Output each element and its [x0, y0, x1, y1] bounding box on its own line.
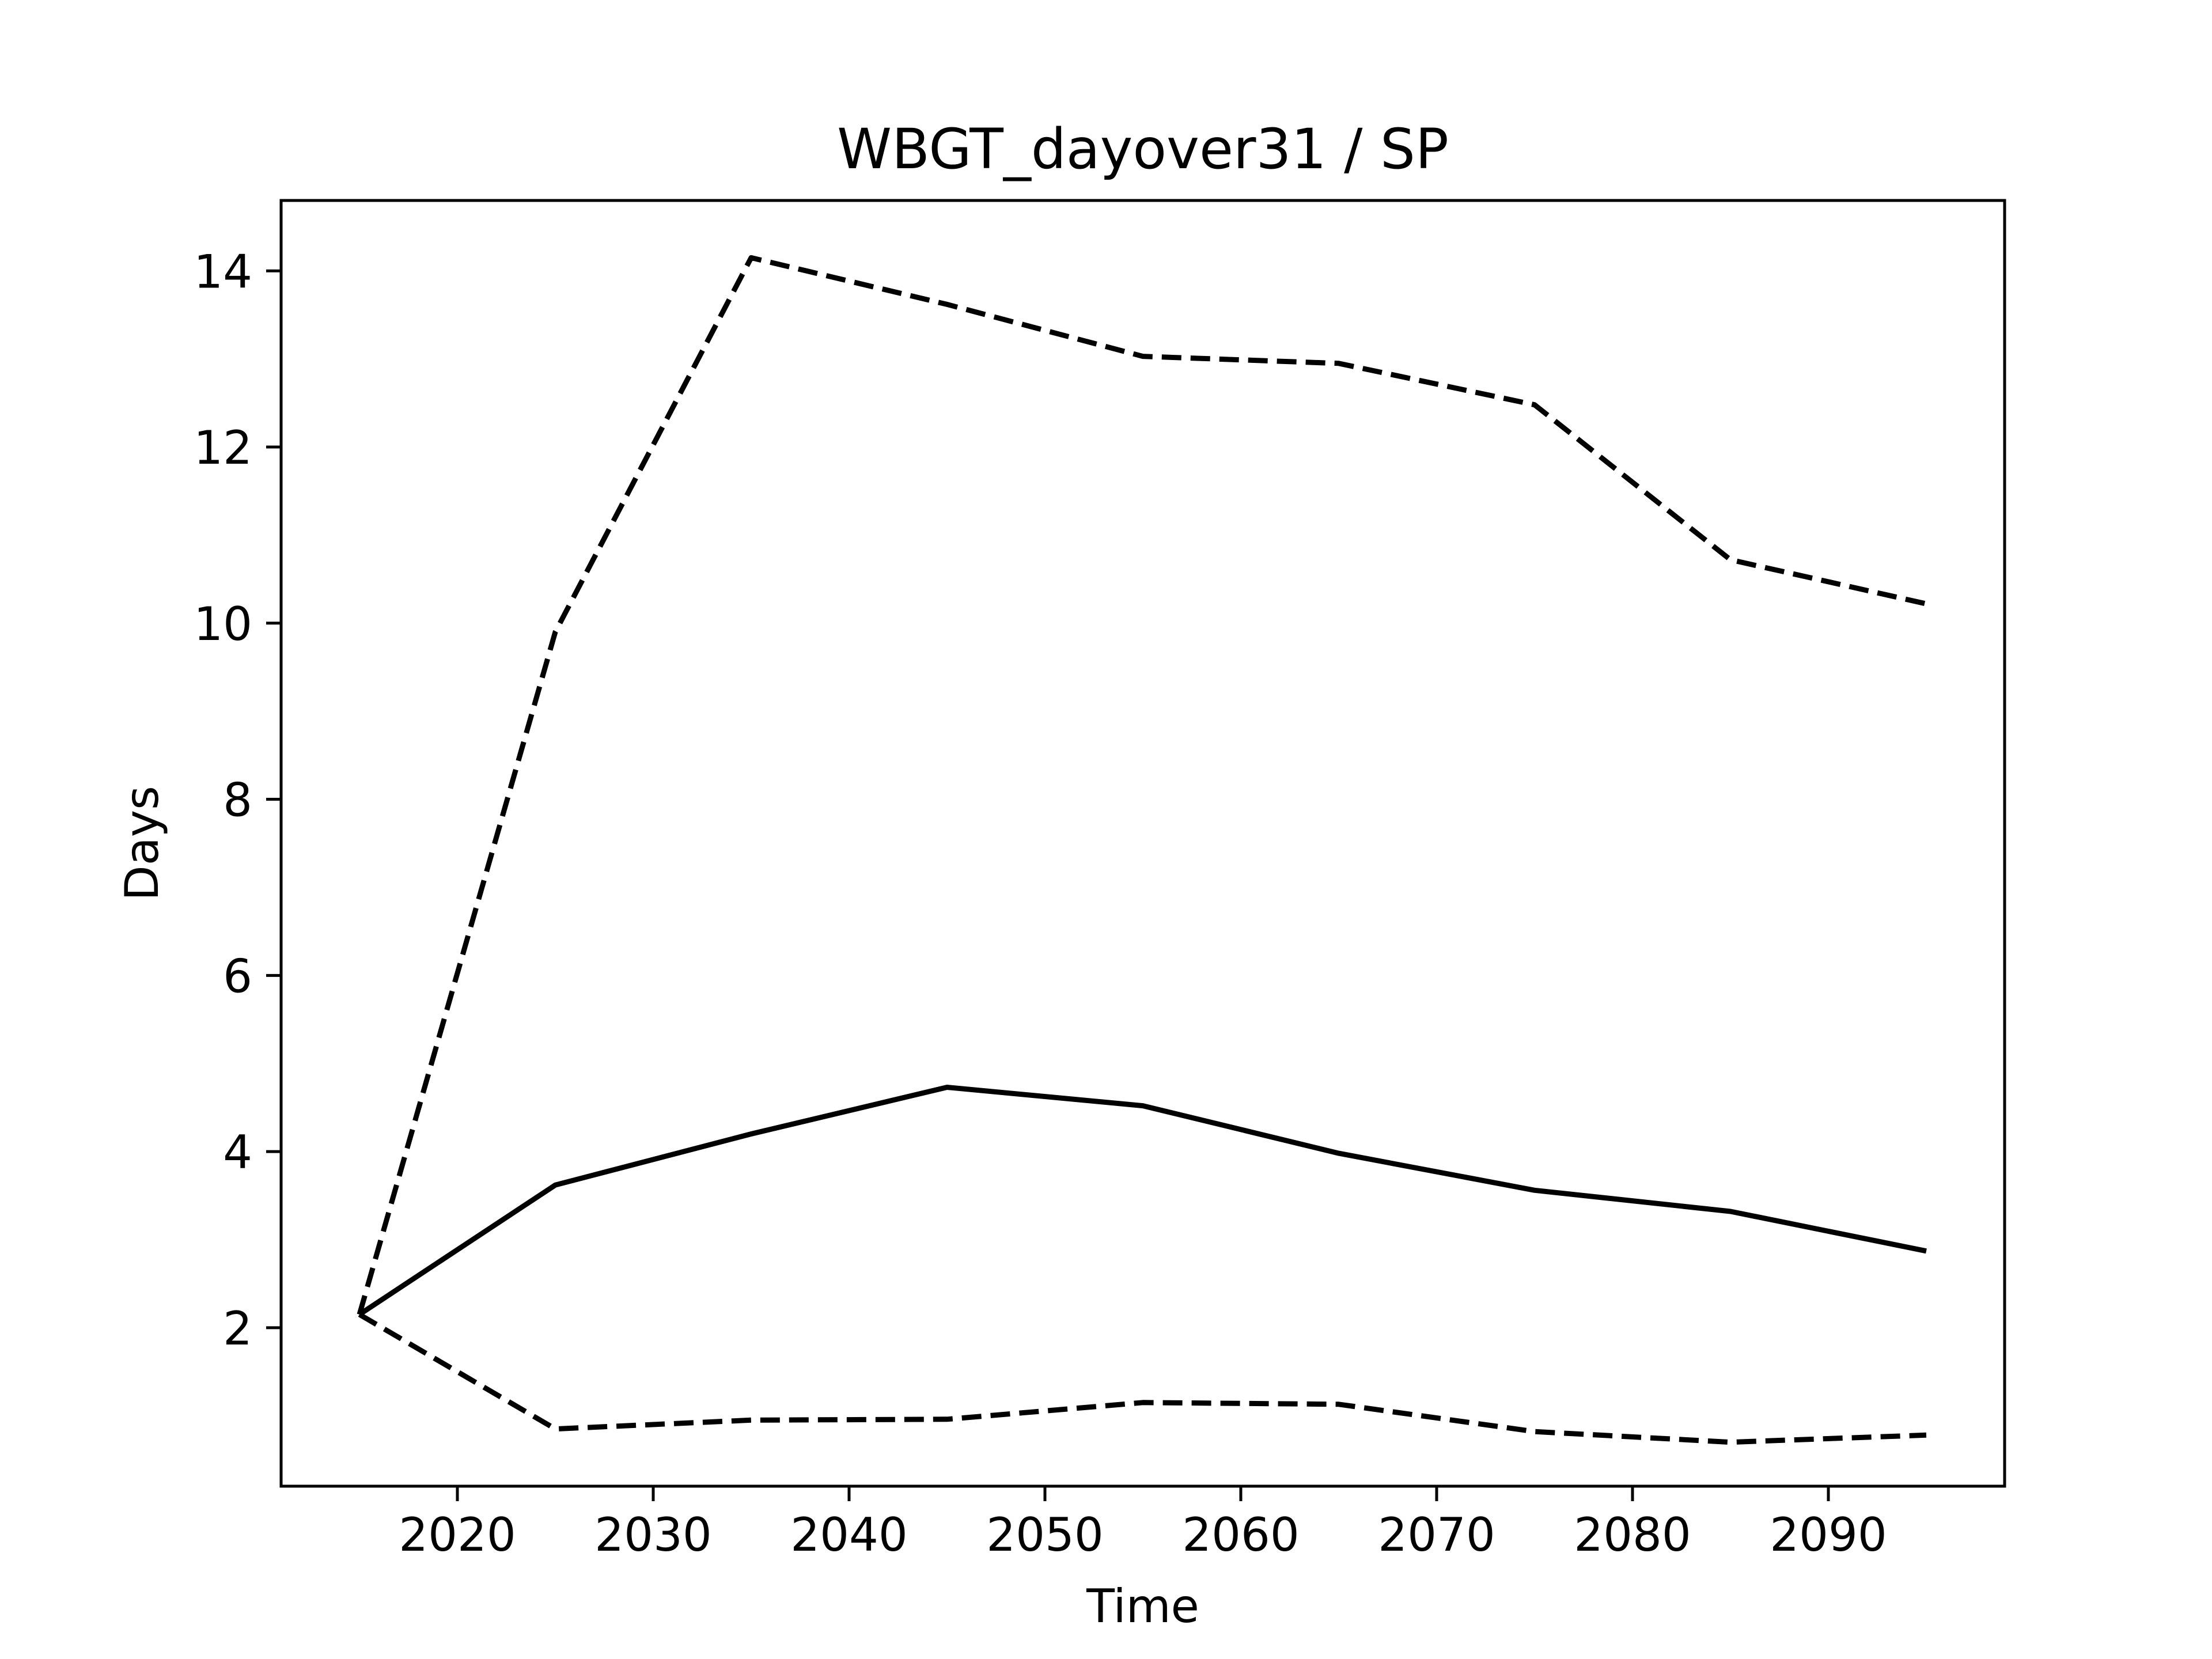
y-tick-label: 14: [194, 245, 252, 298]
x-axis-ticks: 2020 2030 2040 2050 2060 2070 2080 2090: [399, 1486, 1887, 1562]
x-tick-label: 2020: [399, 1508, 516, 1562]
y-tick-label: 2: [223, 1302, 252, 1355]
x-tick-label: 2090: [1770, 1508, 1887, 1562]
y-tick-label: 8: [223, 774, 252, 827]
series-median-line: [358, 1085, 1927, 1317]
y-axis-label: Days: [115, 786, 169, 901]
y-tick-label: 10: [194, 597, 252, 651]
chart-title: WBGT_dayover31 / SP: [837, 117, 1449, 181]
x-tick-label: 2050: [986, 1508, 1104, 1562]
plot-frame: [279, 199, 2006, 1488]
series-upper-dashed-line: [357, 255, 1927, 1316]
x-axis-label: Time: [1086, 1580, 1199, 1633]
series-layer: [357, 255, 1927, 1445]
y-tick-label: 4: [223, 1126, 252, 1179]
x-tick-label: 2040: [790, 1508, 908, 1562]
y-tick-label: 6: [223, 949, 252, 1003]
series-lower-dashed-line: [358, 1312, 1927, 1445]
x-tick-label: 2030: [594, 1508, 712, 1562]
x-tick-label: 2080: [1574, 1508, 1691, 1562]
y-tick-label: 12: [194, 421, 252, 475]
y-axis-ticks: 2 4 6 8 10 12 14: [194, 245, 281, 1355]
x-tick-label: 2060: [1182, 1508, 1300, 1562]
x-tick-label: 2070: [1378, 1508, 1495, 1562]
